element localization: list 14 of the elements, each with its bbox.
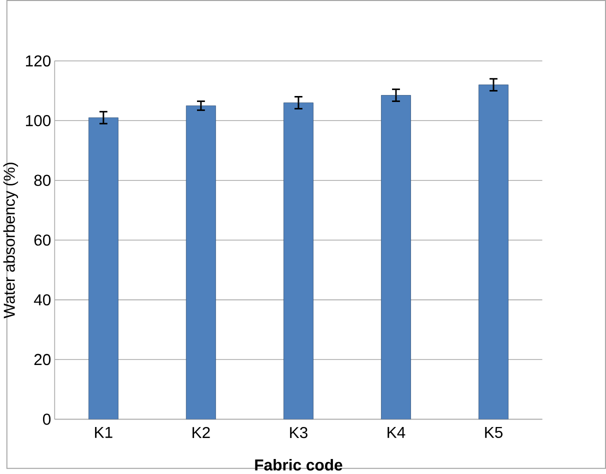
y-tick-label: 0 bbox=[43, 414, 51, 425]
x-axis-title: Fabric code bbox=[255, 459, 342, 471]
x-tick-label: K4 bbox=[388, 427, 406, 438]
x-tick-label: K2 bbox=[192, 427, 210, 438]
x-tick-label: K1 bbox=[95, 427, 112, 438]
y-tick-label: 40 bbox=[34, 294, 51, 306]
y-tick-label: 120 bbox=[26, 55, 51, 67]
y-tick-label: 60 bbox=[34, 234, 51, 246]
x-tick-label: K3 bbox=[290, 427, 308, 438]
y-tick-label: 100 bbox=[26, 115, 51, 126]
y-tick-label: 20 bbox=[34, 354, 51, 366]
y-tick-label: 80 bbox=[34, 174, 51, 186]
y-axis-title: Water absorbency (%) bbox=[3, 162, 18, 318]
x-tick-label: K5 bbox=[485, 427, 503, 438]
